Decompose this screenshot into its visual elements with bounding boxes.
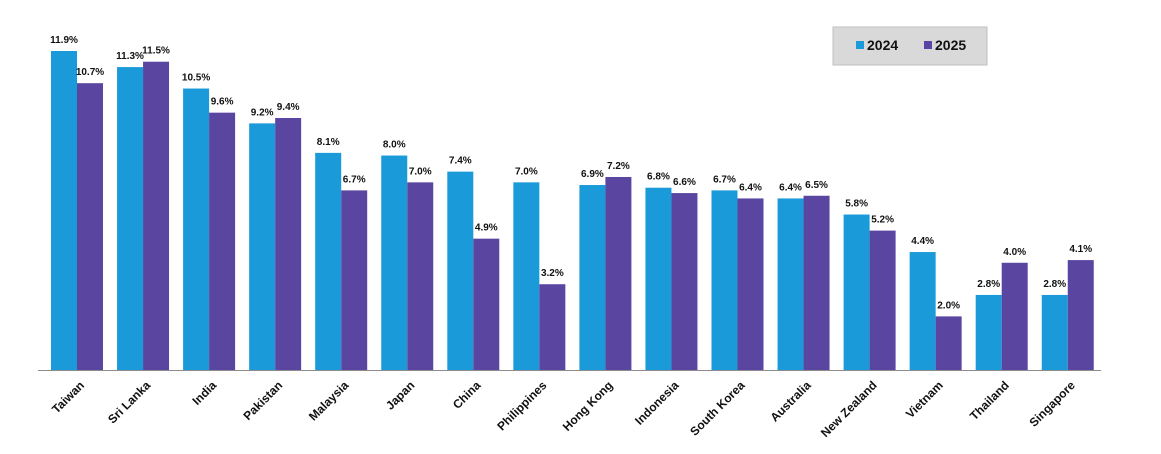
bar-south-korea-2025 [737, 198, 764, 370]
category-label-taiwan: Taiwan [49, 378, 87, 416]
bar-malaysia-2025 [341, 190, 368, 370]
value-label-sri-lanka-2025: 11.5% [142, 46, 170, 57]
bar-new-zealand-2025 [869, 230, 896, 370]
bar-south-korea-2024 [711, 190, 738, 370]
bar-japan-2025 [407, 182, 434, 370]
category-label-vietnam: Vietnam [903, 378, 946, 421]
category-label-malaysia: Malaysia [306, 378, 352, 424]
value-label-singapore-2025: 4.1% [1069, 244, 1092, 255]
bar-sri-lanka-2024 [117, 67, 144, 370]
bar-japan-2024 [381, 155, 408, 370]
bar-philippines-2025 [539, 284, 566, 370]
value-label-malaysia-2025: 6.7% [343, 174, 366, 185]
category-label-pakistan: Pakistan [240, 378, 285, 423]
value-label-philippines-2025: 3.2% [541, 268, 564, 279]
value-label-new-zealand-2025: 5.2% [871, 215, 894, 226]
bar-taiwan-2025 [77, 83, 103, 371]
category-label-hong-kong: Hong Kong [560, 378, 616, 434]
value-label-taiwan-2025: 10.7% [76, 67, 104, 78]
bar-new-zealand-2024 [843, 214, 870, 370]
bars-group [51, 51, 1094, 371]
legend: 2024 2025 [832, 26, 988, 66]
value-label-thailand-2024: 2.8% [977, 279, 1000, 290]
category-label-china: China [450, 378, 484, 412]
value-label-india-2024: 10.5% [182, 73, 210, 84]
value-label-india-2025: 9.6% [211, 97, 234, 108]
bar-australia-2025 [803, 195, 830, 370]
bar-taiwan-2024 [51, 51, 77, 370]
value-label-japan-2024: 8.0% [383, 140, 406, 151]
category-label-south-korea: South Korea [687, 378, 748, 439]
value-label-thailand-2025: 4.0% [1003, 247, 1026, 258]
bar-singapore-2025 [1067, 260, 1094, 370]
value-label-taiwan-2024: 11.9% [50, 35, 78, 46]
bar-indonesia-2025 [671, 193, 698, 370]
bar-pakistan-2024 [249, 123, 276, 370]
bar-vietnam-2024 [909, 252, 936, 370]
value-label-japan-2025: 7.0% [409, 166, 432, 177]
bar-australia-2024 [777, 198, 804, 370]
value-label-australia-2024: 6.4% [779, 182, 802, 193]
category-label-singapore: Singapore [1026, 378, 1078, 430]
bar-thailand-2024 [975, 294, 1002, 370]
value-label-hong-kong-2024: 6.9% [581, 169, 604, 180]
bar-singapore-2024 [1041, 294, 1068, 370]
bar-indonesia-2024 [645, 187, 672, 370]
category-label-thailand: Thailand [967, 378, 1012, 423]
bar-china-2025 [473, 238, 500, 370]
category-label-new-zealand: New Zealand [818, 378, 880, 440]
bar-thailand-2025 [1001, 262, 1028, 370]
value-label-pakistan-2025: 9.4% [277, 102, 300, 113]
value-label-singapore-2024: 2.8% [1043, 279, 1066, 290]
value-label-south-korea-2024: 6.7% [713, 174, 736, 185]
category-label-australia: Australia [767, 378, 813, 424]
value-label-philippines-2024: 7.0% [515, 166, 538, 177]
value-label-indonesia-2025: 6.6% [673, 177, 696, 188]
category-label-indonesia: Indonesia [632, 378, 682, 428]
category-label-philippines: Philippines [494, 378, 549, 433]
value-labels-group: 11.9% 10.7% 11.3%11.5% 10.5% 9.6% 9.2% 9.4% 8.1… [50, 35, 1092, 311]
bar-philippines-2024 [513, 182, 540, 370]
bar-india-2025 [209, 112, 236, 370]
legend-swatch-2025 [924, 41, 932, 49]
category-label-sri-lanka: Sri Lanka [105, 378, 153, 426]
value-label-vietnam-2025: 2.0% [937, 300, 960, 311]
value-label-indonesia-2024: 6.8% [647, 172, 670, 183]
value-label-malaysia-2024: 8.1% [317, 137, 340, 148]
bar-vietnam-2025 [935, 316, 962, 370]
value-label-hong-kong-2025: 7.2% [607, 161, 630, 172]
bar-china-2024 [447, 171, 474, 370]
bar-malaysia-2024 [315, 152, 342, 370]
value-label-sri-lanka-2024: 11.3% [116, 51, 144, 62]
bar-hong-kong-2025 [605, 176, 632, 370]
value-label-south-korea-2025: 6.4% [739, 182, 762, 193]
value-label-china-2025: 4.9% [475, 223, 498, 234]
value-label-vietnam-2024: 4.4% [911, 236, 934, 247]
category-label-india: India [190, 378, 220, 408]
bar-sri-lanka-2025 [143, 61, 170, 370]
value-label-new-zealand-2024: 5.8% [845, 199, 868, 210]
legend-swatch-2024 [856, 41, 864, 49]
category-label-japan: Japan [383, 378, 417, 412]
bar-hong-kong-2024 [579, 185, 606, 370]
bar-pakistan-2025 [275, 118, 302, 371]
bar-india-2024 [183, 88, 210, 370]
category-labels-group: Taiwan Sri Lanka India Pakistan Malaysia Japa… [49, 378, 1078, 440]
value-label-china-2024: 7.4% [449, 156, 472, 167]
value-label-pakistan-2024: 9.2% [251, 107, 274, 118]
value-label-australia-2025: 6.5% [805, 180, 828, 191]
legend-label-2024: 2024 [867, 37, 898, 53]
legend-label-2025: 2025 [935, 37, 966, 53]
